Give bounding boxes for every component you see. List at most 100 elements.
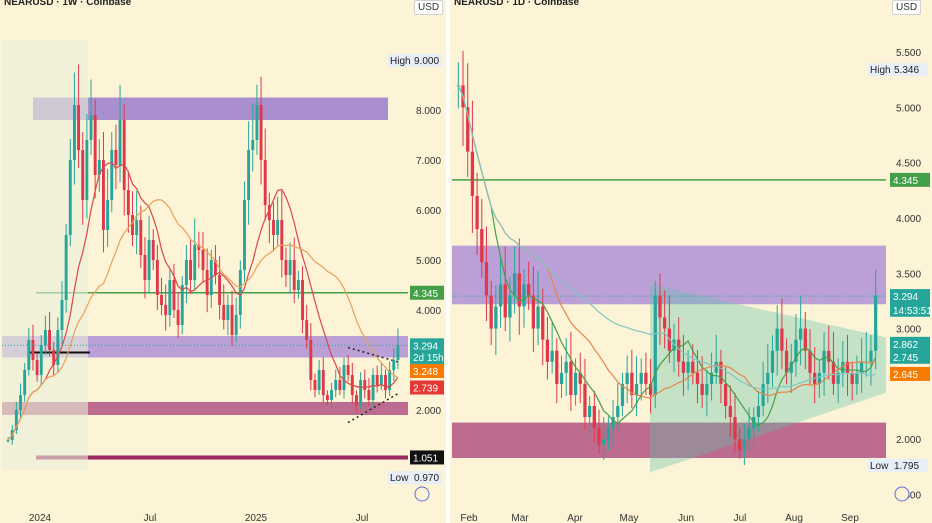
- candle: [503, 284, 507, 318]
- candle: [77, 105, 81, 150]
- candle: [587, 406, 592, 418]
- candle: [301, 280, 304, 320]
- candle: [531, 295, 536, 329]
- candle: [276, 220, 280, 235]
- candle: [616, 406, 620, 418]
- daily-chart-panel[interactable]: 5.5005.0004.5004.0003.5003.0002.0001.500…: [450, 0, 932, 523]
- y-tick-label: 4.000: [416, 306, 441, 317]
- weekly-chart-panel[interactable]: 8.000 7.000 6.000 5.000 4.000 2.000 2024 Jul 202…: [0, 0, 446, 523]
- candle: [569, 361, 573, 395]
- price-tag: [890, 336, 930, 351]
- candle: [663, 317, 667, 329]
- currency-button[interactable]: USD: [414, 0, 444, 15]
- high-label: High: [870, 65, 891, 76]
- candle: [284, 260, 288, 275]
- candle: [677, 339, 681, 362]
- high-label-box: [388, 54, 442, 67]
- lightning-icon[interactable]: [894, 486, 910, 502]
- candle: [803, 328, 807, 351]
- candle: [653, 295, 657, 395]
- price-tag-text: 3.294: [893, 292, 918, 303]
- candle: [564, 361, 568, 373]
- price-tag-text: 2.862: [893, 340, 918, 351]
- candle: [226, 305, 230, 320]
- candle: [484, 262, 489, 296]
- candle: [766, 372, 770, 384]
- candle: [536, 306, 540, 329]
- y-tick-label: 4.000: [896, 214, 921, 225]
- candle: [39, 345, 43, 375]
- candle: [359, 380, 363, 405]
- currency-button[interactable]: USD: [892, 0, 922, 15]
- candle: [160, 295, 163, 305]
- candle: [143, 255, 147, 280]
- triangle-lower-line: [347, 391, 401, 424]
- candle: [634, 383, 639, 395]
- candle: [508, 295, 512, 318]
- candle: [611, 417, 615, 429]
- candle: [110, 150, 114, 200]
- price-tag: [410, 285, 444, 300]
- candle: [379, 375, 383, 385]
- candle: [714, 361, 718, 373]
- y-tick-label: 2.000: [416, 406, 441, 417]
- price-tag-text: 14:53:51: [893, 306, 932, 317]
- y-tick-label: 3.500: [896, 269, 921, 280]
- candle: [184, 260, 188, 285]
- candle: [384, 375, 387, 390]
- candle: [836, 372, 840, 384]
- candle: [396, 345, 400, 360]
- candle: [85, 140, 89, 200]
- candle: [620, 383, 625, 406]
- candle: [118, 120, 122, 165]
- candle: [388, 370, 392, 390]
- candle: [808, 350, 812, 373]
- candle: [606, 428, 611, 440]
- candle: [625, 372, 629, 384]
- price-tag: [890, 172, 930, 187]
- panel-divider[interactable]: [446, 0, 450, 523]
- candle: [23, 370, 27, 395]
- price-tag-text: 4.345: [893, 176, 918, 187]
- candle: [114, 150, 118, 165]
- candle: [602, 439, 606, 445]
- candle: [719, 361, 723, 384]
- weekly-chart-svg[interactable]: 8.000 7.000 6.000 5.000 4.000 2.000 2024 Jul 202…: [0, 0, 446, 523]
- price-tag: [890, 366, 930, 381]
- x-tick-label: Jul: [144, 513, 157, 523]
- candle: [263, 160, 267, 205]
- candle: [222, 305, 226, 320]
- candle: [775, 328, 779, 351]
- candle: [789, 361, 793, 373]
- candle: [259, 105, 263, 160]
- candle: [355, 395, 358, 405]
- y-tick-label: 5.500: [896, 48, 921, 59]
- candle: [48, 330, 51, 350]
- candle: [155, 260, 159, 295]
- candle: [189, 260, 193, 280]
- candle: [583, 383, 587, 418]
- candle: [243, 200, 246, 270]
- candle: [346, 365, 350, 375]
- x-tick-label: Aug: [785, 513, 803, 523]
- candle: [180, 285, 184, 325]
- price-tag: [410, 350, 444, 364]
- daily-chart-svg[interactable]: 5.5005.0004.5004.0003.5003.0002.0001.500…: [450, 0, 932, 523]
- candle: [827, 350, 831, 362]
- candle: [288, 260, 292, 275]
- candle: [255, 105, 259, 140]
- y-tick-label: 6.000: [416, 206, 441, 217]
- candle: [550, 350, 554, 362]
- lightning-icon[interactable]: [414, 486, 430, 502]
- price-tag: [410, 338, 444, 353]
- low-value: 1.795: [894, 461, 919, 472]
- candle: [342, 365, 346, 390]
- x-tick-label: Jun: [678, 513, 694, 523]
- candle: [639, 372, 643, 384]
- candle: [267, 205, 271, 220]
- candle: [855, 372, 859, 384]
- candle: [102, 160, 105, 230]
- low-value: 0.970: [414, 473, 439, 484]
- candle: [168, 280, 172, 315]
- candle: [555, 350, 559, 384]
